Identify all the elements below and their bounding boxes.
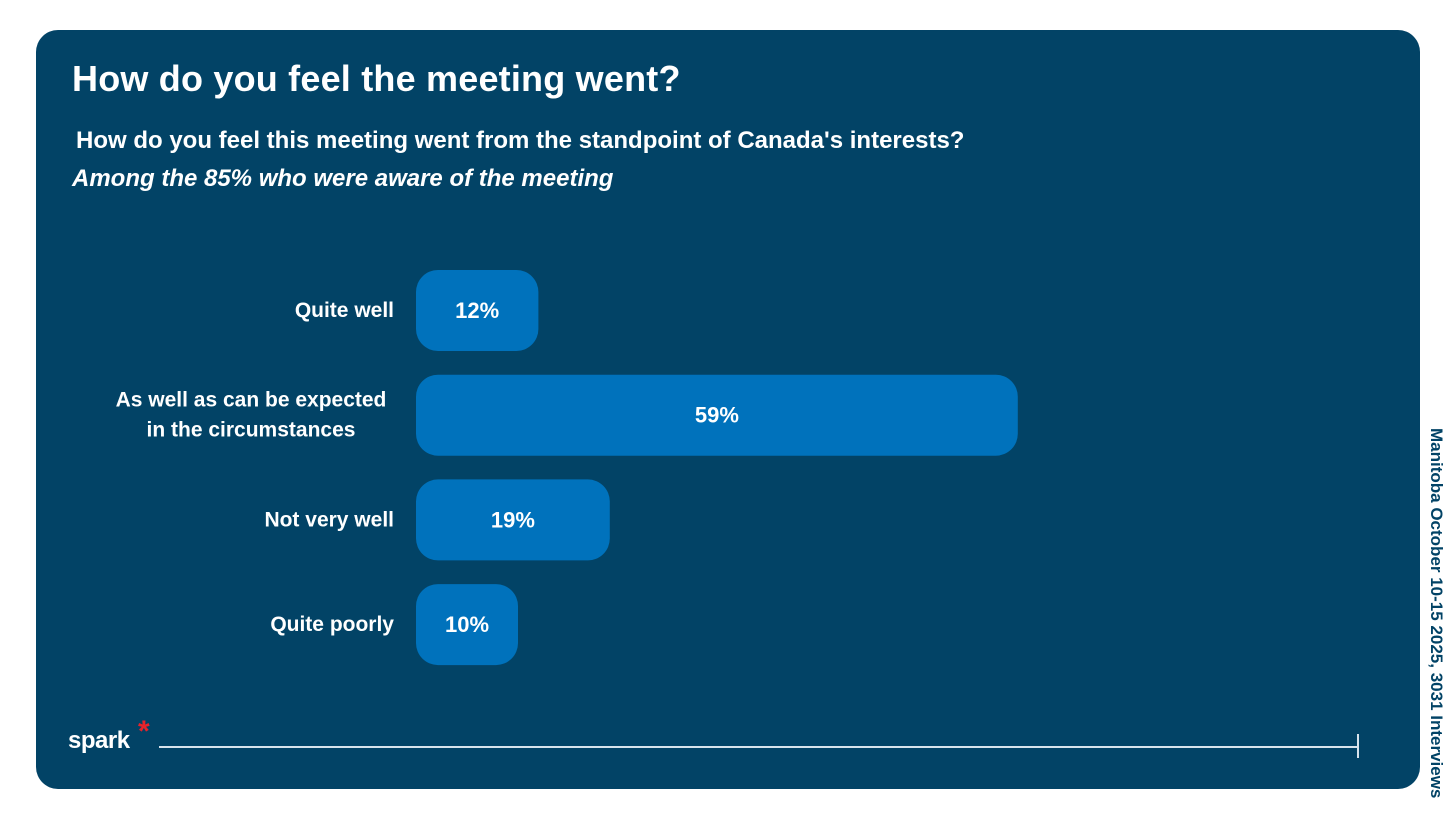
bar-value-label-2: 59% [695,403,739,428]
spark-logo-mark: * [138,715,150,748]
bar-value-label-3: 19% [491,507,535,532]
bar-4 [416,584,518,666]
bar-value-label-1: 12% [455,298,499,323]
base-note: Among the 85% who were aware of the meet… [72,165,614,192]
bar-value-label-4: 10% [445,612,489,637]
category-label-4: Quite poorly [270,613,394,636]
category-label-1: Quite well [295,299,394,322]
bar-3 [416,479,610,561]
category-label-2-line-1: As well as can be expected [116,389,387,412]
survey-question: How do you feel this meeting went from t… [76,127,965,154]
bar-2 [416,374,1018,456]
footer-divider [159,746,1359,748]
spark-logo: spark [68,727,130,754]
category-label-3: Not very well [264,508,394,531]
footer-divider-end [1357,734,1359,758]
bar-1 [416,270,539,351]
slide-title: How do you feel the meeting went? [72,58,681,99]
category-label-2-line-2: in the circumstances [147,419,356,442]
source-note: Manitoba October 10-15 2025, 3031 Interv… [1427,428,1446,799]
